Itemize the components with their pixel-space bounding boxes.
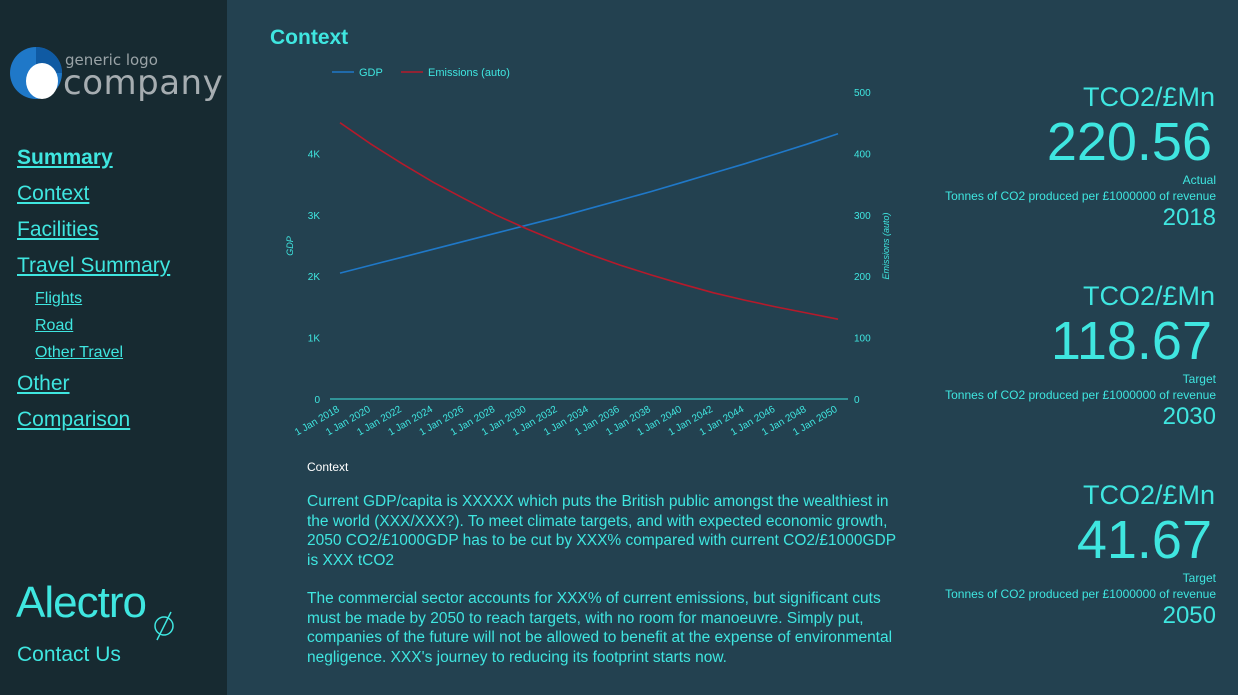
contact-us-link[interactable]: Contact Us bbox=[17, 643, 121, 666]
nav-other[interactable]: Other bbox=[17, 372, 70, 395]
right-axis-tick-label: 0 bbox=[854, 395, 860, 406]
right-axis-title: Emissions (auto) bbox=[881, 212, 891, 279]
metric-description: Tonnes of CO2 produced per £1000000 of r… bbox=[945, 189, 1216, 203]
nav-flights[interactable]: Flights bbox=[35, 290, 83, 307]
brand-slashed-circle-icon bbox=[154, 611, 174, 641]
series-line-gdp bbox=[339, 133, 839, 274]
metric-value: 118.67 bbox=[1050, 311, 1212, 371]
nav-travel-summary[interactable]: Travel Summary bbox=[17, 254, 171, 277]
left-axis-tick-label: 0 bbox=[314, 395, 320, 406]
brand-name: Alectro bbox=[16, 578, 147, 627]
context-paragraph-2: The commercial sector accounts for XXX% … bbox=[307, 590, 893, 666]
left-axis-title: GDP bbox=[285, 236, 295, 256]
left-axis-tick-label: 2K bbox=[308, 272, 321, 283]
metric-year: 2050 bbox=[1162, 602, 1216, 629]
page-title: Context bbox=[270, 26, 349, 49]
context-heading: Context bbox=[307, 460, 349, 474]
metric-value: 41.67 bbox=[1076, 510, 1212, 570]
nav-summary[interactable]: Summary bbox=[17, 146, 113, 169]
right-axis-tick-label: 300 bbox=[854, 211, 871, 222]
metric-year: 2030 bbox=[1162, 403, 1216, 430]
logo-name: company bbox=[63, 63, 224, 103]
left-axis-tick-label: 1K bbox=[308, 334, 321, 345]
left-axis-tick-label: 3K bbox=[308, 211, 321, 222]
metric-actual-2018: TCO2/£Mn 220.56 Actual Tonnes of CO2 pro… bbox=[945, 82, 1216, 231]
right-axis-tick-label: 500 bbox=[854, 88, 871, 99]
sidebar: generic logo company Summary Context Fac… bbox=[0, 0, 227, 695]
metric-unit: TCO2/£Mn bbox=[1082, 281, 1215, 311]
gdp-emissions-chart: 0 1K 2K 3K 4K 0 100 200 300 400 500 GDP Emissions (a… bbox=[285, 67, 891, 438]
company-logo[interactable]: generic logo company bbox=[10, 45, 224, 105]
metric-description: Tonnes of CO2 produced per £1000000 of r… bbox=[945, 388, 1216, 402]
metric-unit: TCO2/£Mn bbox=[1082, 480, 1215, 510]
right-axis-tick-label: 400 bbox=[854, 149, 871, 160]
nav-road[interactable]: Road bbox=[35, 317, 74, 334]
metric-year: 2018 bbox=[1162, 204, 1216, 231]
alectro-brand: Alectro bbox=[16, 578, 186, 648]
metric-target-2030: TCO2/£Mn 118.67 Target Tonnes of CO2 pro… bbox=[945, 281, 1216, 430]
nav-comparison[interactable]: Comparison bbox=[17, 408, 131, 431]
legend-label: GDP bbox=[359, 67, 383, 79]
legend-label: Emissions (auto) bbox=[428, 67, 510, 79]
metric-description: Tonnes of CO2 produced per £1000000 of r… bbox=[945, 587, 1216, 601]
nav-facilities[interactable]: Facilities bbox=[17, 218, 99, 241]
logo-tagline: generic logo bbox=[65, 51, 158, 69]
right-axis-tick-label: 200 bbox=[854, 272, 871, 283]
context-paragraph-1: Current GDP/capita is XXXXX which puts t… bbox=[307, 493, 896, 569]
left-axis-tick-label: 4K bbox=[308, 149, 321, 160]
metric-label: Target bbox=[1182, 372, 1216, 386]
metric-target-2050: TCO2/£Mn 41.67 Target Tonnes of CO2 prod… bbox=[945, 480, 1216, 629]
metric-unit: TCO2/£Mn bbox=[1082, 82, 1215, 112]
logo-circle-icon bbox=[10, 47, 62, 99]
metric-label: Target bbox=[1182, 571, 1216, 585]
nav-other-travel[interactable]: Other Travel bbox=[35, 344, 124, 361]
nav-context[interactable]: Context bbox=[17, 182, 90, 205]
series-line-emissions bbox=[339, 122, 839, 320]
right-axis-tick-label: 100 bbox=[854, 334, 871, 345]
metric-label: Actual bbox=[1182, 173, 1216, 187]
metric-value: 220.56 bbox=[1046, 112, 1212, 172]
